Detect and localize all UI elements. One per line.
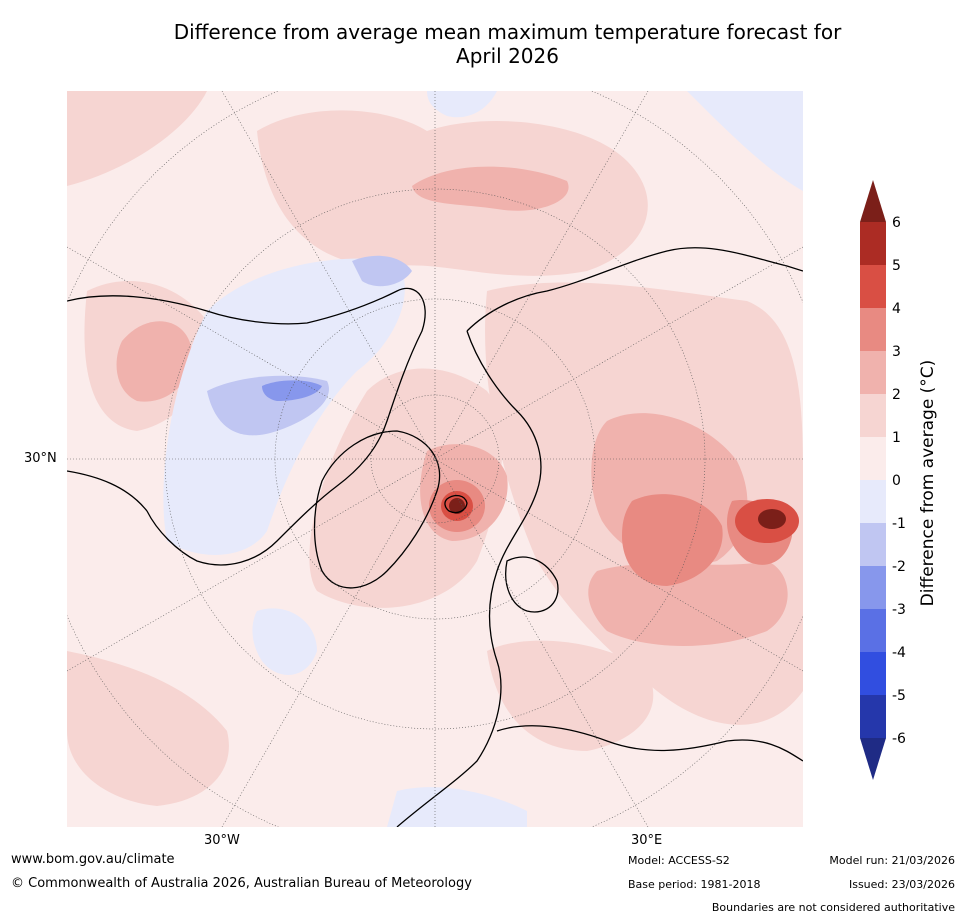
graticule [67, 91, 803, 827]
graticule-meridian-30e [434, 458, 649, 827]
colorbar-tick-label: -6 [892, 731, 906, 747]
anomaly-area-arctic-north [412, 166, 569, 211]
forecast-map-svg [67, 91, 803, 827]
colorbar-tick-label: 1 [892, 430, 901, 446]
colorbar-level [860, 609, 886, 653]
colorbar-level [860, 265, 886, 309]
anomaly-area-central-siberia [622, 494, 723, 586]
copyright-text: © Commonwealth of Australia 2026, Austra… [11, 876, 472, 891]
colorbar-label: Difference from average (°C) [918, 359, 938, 607]
anomaly-area-europe [487, 640, 654, 751]
anomaly-cool-areas [163, 91, 803, 827]
colorbar-levels [860, 180, 886, 780]
cool-area-atlantic [252, 608, 317, 675]
colorbar-tick-label: 2 [892, 387, 901, 403]
map-title: Difference from average mean maximum tem… [60, 20, 955, 68]
model-run-text: Model run: 21/03/2026 [829, 854, 955, 867]
colorbar-level [860, 394, 886, 438]
title-line-1: Difference from average mean maximum tem… [173, 20, 842, 44]
colorbar-level [860, 437, 886, 481]
coastlines [67, 247, 803, 827]
coastline-scandinavia [505, 556, 559, 613]
graticule-circle-3 [164, 188, 706, 730]
coastline-europe-south [496, 725, 803, 762]
colorbar-tick-label: -3 [892, 602, 906, 618]
colorbar-tick-label: 4 [892, 301, 901, 317]
anomaly-area-north-pacific [67, 91, 207, 186]
colorbar-level [860, 308, 886, 352]
cool-area-south [387, 787, 527, 827]
cool-area-baffin [262, 380, 322, 401]
graticule-meridian-150w [221, 91, 436, 460]
colorbar-level [860, 695, 886, 739]
colorbar-extend-top [860, 180, 886, 222]
colorbar: 6 5 4 3 2 1 0 -1 -2 -3 -4 -5 -6 [860, 180, 906, 780]
lon-label-30e: 30°E [631, 833, 663, 848]
hotspot-iceland-core [449, 498, 465, 514]
colorbar-tick-label: 6 [892, 215, 901, 231]
anomaly-hotspots [429, 480, 799, 543]
colorbar-tick-label: -4 [892, 645, 906, 661]
colorbar-tick-label: -5 [892, 688, 906, 704]
colorbar-tick-label: 3 [892, 344, 901, 360]
colorbar-tick-label: 0 [892, 473, 901, 489]
coastline-north-america [67, 287, 426, 566]
cool-area-north-atlantic [427, 91, 497, 118]
anomaly-area-atlantic-south [67, 651, 229, 806]
colorbar-level [860, 222, 886, 266]
coastline-eurasia [396, 247, 803, 827]
anomaly-area-greenland-region [309, 368, 503, 608]
issued-text: Issued: 23/03/2026 [848, 878, 955, 891]
colorbar-tick-label: -2 [892, 559, 906, 575]
colorbar-level [860, 652, 886, 696]
website-link[interactable]: www.bom.gov.au/climate [11, 852, 175, 867]
base-period-text: Base period: 1981-2018 [628, 878, 761, 891]
lat-label-30n: 30°N [24, 451, 57, 466]
graticule-meridian-150e [434, 91, 649, 460]
disclaimer-text: Boundaries are not considered authoritat… [711, 901, 955, 914]
coastline-greenland [313, 430, 441, 589]
cool-area-north-east [687, 91, 803, 191]
colorbar-level [860, 566, 886, 610]
colorbar-tick-label: 5 [892, 258, 901, 274]
colorbar-ticks: 6 5 4 3 2 1 0 -1 -2 -3 -4 -5 -6 [892, 215, 906, 747]
coastline-iceland [444, 494, 468, 514]
colorbar-level [860, 480, 886, 524]
title-line-2: April 2026 [456, 44, 559, 68]
colorbar-level [860, 523, 886, 567]
model-text: Model: ACCESS-S2 [628, 854, 730, 867]
forecast-map [67, 91, 803, 827]
lon-label-30w: 30°W [204, 833, 240, 848]
colorbar-extend-bottom [860, 738, 886, 780]
cool-area-labrador [352, 255, 412, 287]
anomaly-area-alaska [116, 321, 193, 402]
graticule-meridian-30w [221, 458, 436, 827]
colorbar-tick-label: -1 [892, 516, 906, 532]
anomaly-area-central-asia [588, 561, 788, 646]
hotspot-east-core [758, 509, 786, 529]
colorbar-level [860, 351, 886, 395]
